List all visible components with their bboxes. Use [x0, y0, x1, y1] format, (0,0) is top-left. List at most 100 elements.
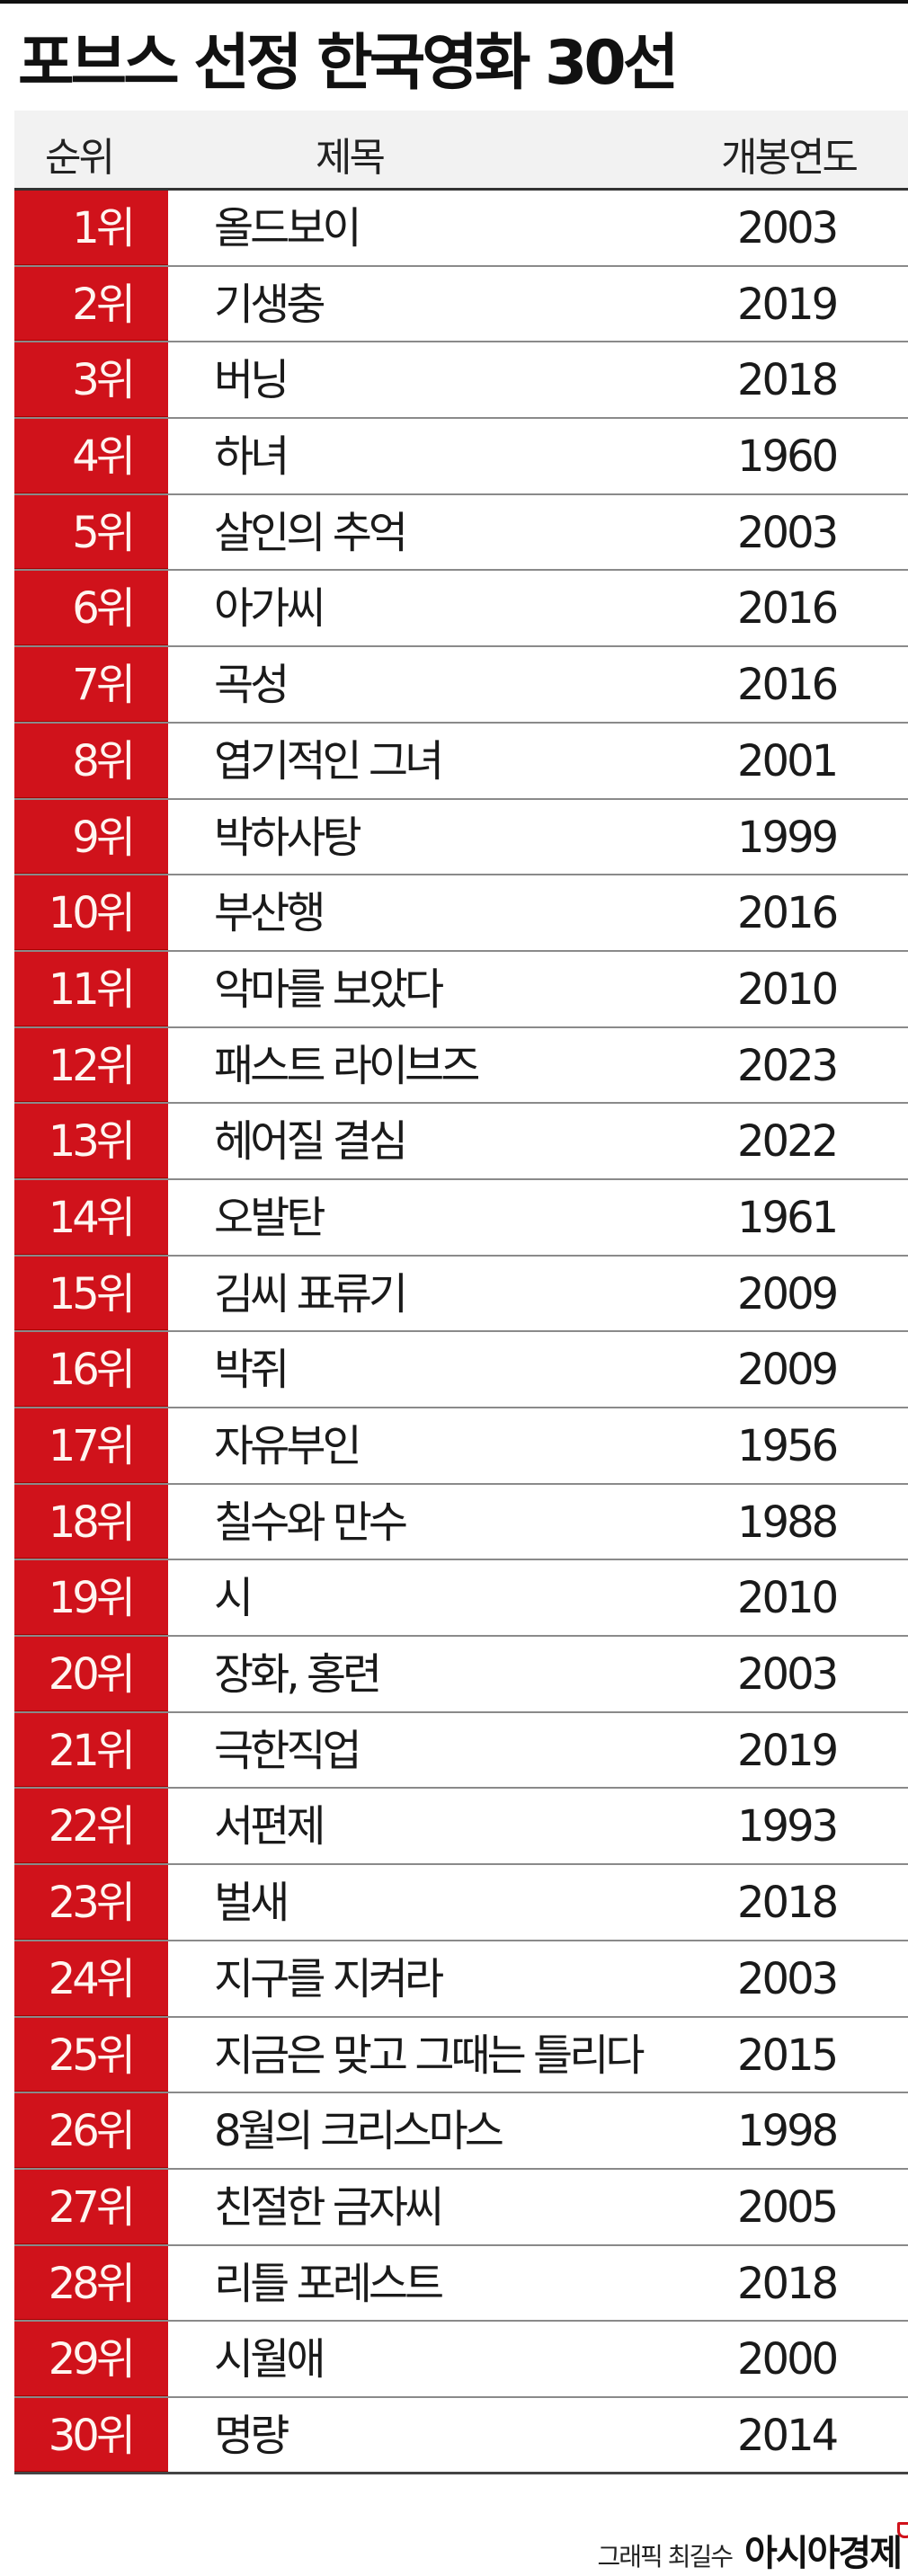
year-cell: 2023: [737, 1040, 839, 1091]
rank-cell: 10위: [14, 875, 168, 950]
year-cell: 2016: [737, 660, 839, 711]
table-row: 3위 버닝 2018: [14, 342, 908, 420]
year-cell: 1956: [737, 1421, 839, 1471]
table-row: 9위 박하사탕 1999: [14, 799, 908, 876]
table-row: 22위 서편제 1993: [14, 1789, 908, 1866]
table-row: 18위 칠수와 만수 1988: [14, 1484, 908, 1561]
header-rank: 순위: [45, 135, 115, 181]
year-cell: 2003: [737, 203, 839, 253]
logo-mark-icon: [897, 2522, 908, 2538]
header-year: 개봉연도: [721, 135, 859, 181]
title-cell: 친절한 금자씨: [214, 2181, 444, 2233]
year-cell: 1993: [737, 1801, 839, 1852]
title-cell: 벌새: [214, 1878, 289, 1929]
table-row: 7위 곡성 2016: [14, 647, 908, 724]
table-row: 10위 부산행 2016: [14, 875, 908, 952]
rank-cell: 14위: [14, 1179, 168, 1255]
title-cell: 서편제: [214, 1801, 326, 1852]
publisher-logo: 아시아경제: [744, 2522, 908, 2576]
year-cell: 2003: [737, 1649, 839, 1701]
table-row: 28위 리틀 포레스트 2018: [14, 2245, 908, 2323]
rank-cell: 18위: [14, 1484, 168, 1559]
table-row: 24위 지구를 지켜라 2003: [14, 1941, 908, 2018]
rank-cell: 3위: [14, 342, 168, 418]
table-row: 5위 살인의 추억 2003: [14, 494, 908, 572]
year-cell: 2019: [737, 279, 839, 330]
table-row: 19위 시 2010: [14, 1560, 908, 1638]
year-cell: 2022: [737, 1116, 839, 1168]
rank-cell: 15위: [14, 1256, 168, 1331]
title-cell: 살인의 추억: [214, 507, 408, 558]
table-body: 1위 올드보이 2003 2위 기생충 2019 3위 버닝 2018 4위 하녀 1960 5위 살인의…: [14, 191, 908, 2474]
rank-cell: 20위: [14, 1637, 168, 1711]
title-cell: 칠수와 만수: [214, 1497, 408, 1548]
title-cell: 자유부인: [214, 1421, 362, 1471]
table-header: 순위 제목 개봉연도: [14, 111, 908, 191]
title-cell: 아가씨: [214, 583, 326, 635]
rank-cell: 16위: [14, 1332, 168, 1407]
table-row: 30위 명량 2014: [14, 2397, 908, 2474]
table-row: 12위 패스트 라이브즈 2023: [14, 1027, 908, 1105]
rank-cell: 5위: [14, 494, 168, 570]
rank-cell: 4위: [14, 419, 168, 493]
rank-cell: 25위: [14, 2017, 168, 2092]
title-cell: 8월의 크리스마스: [214, 2106, 504, 2157]
rank-cell: 13위: [14, 1104, 168, 1178]
year-cell: 1960: [737, 431, 839, 483]
rank-cell: 22위: [14, 1789, 168, 1864]
table-row: 26위 8월의 크리스마스 1998: [14, 2093, 908, 2170]
table-row: 13위 헤어질 결심 2022: [14, 1104, 908, 1180]
year-cell: 2010: [737, 1573, 839, 1624]
table-row: 11위 악마를 보았다 2010: [14, 951, 908, 1028]
table-row: 29위 시월애 2000: [14, 2322, 908, 2398]
year-cell: 2014: [737, 2410, 839, 2461]
year-cell: 1999: [737, 812, 839, 863]
table-row: 21위 극한직업 2019: [14, 1712, 908, 1790]
rank-cell: 2위: [14, 266, 168, 342]
year-cell: 2019: [737, 1725, 839, 1776]
year-cell: 2000: [737, 2334, 839, 2385]
table-row: 2위 기생충 2019: [14, 266, 908, 343]
top-rule: [0, 0, 908, 4]
year-cell: 2005: [737, 2181, 839, 2233]
rank-cell: 29위: [14, 2322, 168, 2396]
title-cell: 악마를 보았다: [214, 964, 444, 1015]
rank-cell: 8위: [14, 723, 168, 798]
title-cell: 하녀: [214, 431, 289, 483]
rank-cell: 19위: [14, 1560, 168, 1636]
table-row: 20위 장화, 홍련 2003: [14, 1637, 908, 1713]
title-cell: 리틀 포레스트: [214, 2258, 444, 2309]
year-cell: 2009: [737, 1345, 839, 1396]
title-cell: 엽기적인 그녀: [214, 735, 444, 786]
graphic-credit: 그래픽 최길수: [597, 2542, 734, 2572]
title-cell: 곡성: [214, 660, 289, 711]
title-cell: 패스트 라이브즈: [214, 1040, 480, 1091]
title-cell: 극한직업: [214, 1725, 362, 1776]
year-cell: 2016: [737, 888, 839, 939]
year-cell: 2018: [737, 2258, 839, 2309]
title-cell: 헤어질 결심: [214, 1116, 408, 1168]
title-cell: 버닝: [214, 355, 289, 406]
year-cell: 2015: [737, 2030, 839, 2081]
title-cell: 시: [214, 1573, 254, 1624]
rank-cell: 12위: [14, 1027, 168, 1103]
table-row: 27위 친절한 금자씨 2005: [14, 2169, 908, 2246]
title-cell: 장화, 홍련: [214, 1649, 382, 1701]
rank-cell: 26위: [14, 2093, 168, 2168]
title-cell: 박하사탕: [214, 812, 362, 863]
table-row: 15위 김씨 표류기 2009: [14, 1256, 908, 1333]
title-cell: 지구를 지켜라: [214, 1953, 444, 2004]
title-cell: 시월애: [214, 2334, 326, 2385]
table-row: 1위 올드보이 2003: [14, 191, 908, 267]
table-row: 25위 지금은 맞고 그때는 틀리다 2015: [14, 2017, 908, 2094]
title-cell: 지금은 맞고 그때는 틀리다: [214, 2030, 645, 2081]
year-cell: 2003: [737, 507, 839, 558]
title-cell: 기생충: [214, 279, 326, 330]
rank-cell: 24위: [14, 1941, 168, 2016]
title-cell: 박쥐: [214, 1345, 289, 1396]
rank-cell: 30위: [14, 2397, 168, 2472]
rank-cell: 1위: [14, 191, 168, 265]
title-cell: 부산행: [214, 888, 326, 939]
rank-cell: 27위: [14, 2169, 168, 2244]
title-cell: 올드보이: [214, 203, 362, 253]
